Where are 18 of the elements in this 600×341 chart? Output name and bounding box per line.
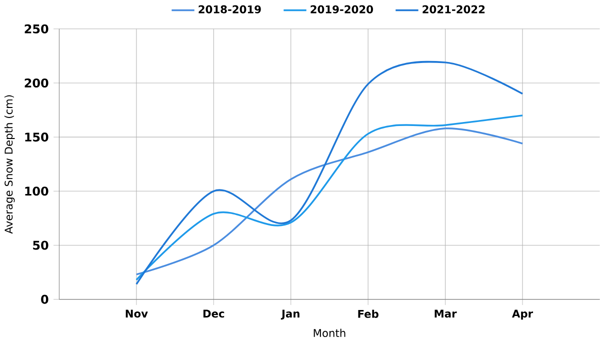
y-axis-title: Average Snow Depth (cm) <box>4 95 15 234</box>
x-tick-label: Nov <box>126 309 148 318</box>
y-tick-label: 50 <box>33 240 48 250</box>
legend-label: 2021-2022 <box>422 5 485 14</box>
legend-label: 2019-2020 <box>310 5 373 14</box>
x-tick-label: Dec <box>203 309 224 318</box>
y-tick-label: 150 <box>25 132 48 142</box>
legend-label: 2018-2019 <box>198 5 261 14</box>
x-tick-label: Mar <box>434 309 457 318</box>
x-tick-label: Jan <box>280 309 300 320</box>
x-tick-label: Apr <box>512 309 534 320</box>
x-tick-label: Feb <box>358 309 378 318</box>
line-series <box>136 60 524 285</box>
x-axis-title: Month <box>314 328 346 337</box>
y-tick-label: 200 <box>24 78 48 88</box>
y-tick-label: 250 <box>24 24 48 34</box>
y-tick-label: 0 <box>41 294 48 304</box>
y-tick-label: 100 <box>25 186 48 196</box>
